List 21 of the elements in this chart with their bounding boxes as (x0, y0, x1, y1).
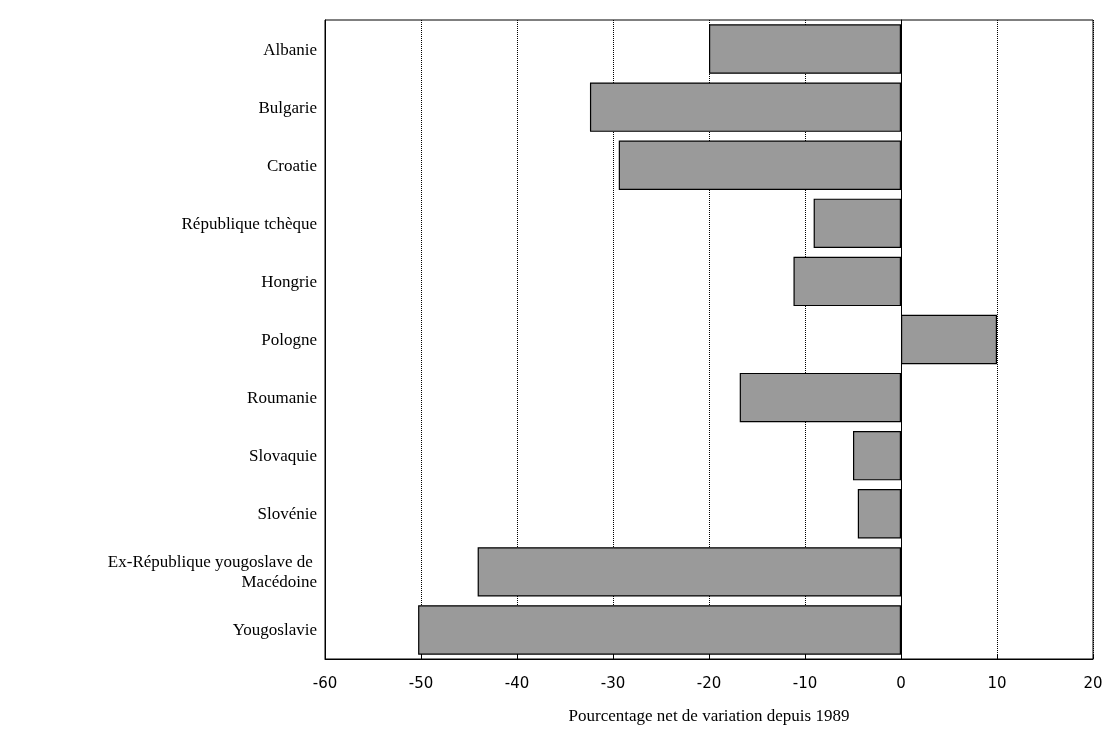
y-tick-label: République tchèque (181, 213, 317, 233)
y-tick-label: Hongrie (261, 271, 317, 291)
x-tick-label: 0 (896, 673, 906, 692)
x-tick-label: -60 (312, 673, 338, 692)
y-tick-label: Roumanie (247, 388, 317, 408)
x-tick-label: -30 (600, 673, 626, 692)
y-tick-label: Pologne (261, 330, 317, 349)
y-tick-label: Bulgarie (258, 97, 317, 117)
x-tick-label: -40 (504, 673, 530, 692)
y-tick-label: Slovénie (257, 504, 317, 524)
x-tick-label: -10 (792, 673, 818, 692)
y-tick-label: Slovaquie (249, 446, 317, 466)
x-tick-label: -50 (408, 673, 434, 692)
y-tick-label: Albanie (263, 39, 317, 59)
y-tick-label: Croatie (266, 155, 317, 175)
x-axis-title: Pourcentage net de variation depuis 1989 (568, 706, 850, 725)
x-tick-label: -20 (696, 673, 722, 692)
x-tick-label: 10 (987, 673, 1007, 692)
y-tick-label: Ex-République yougoslave de Macédoine (107, 552, 317, 592)
y-tick-label: Yougoslavie (232, 620, 317, 640)
x-tick-label: 20 (1083, 673, 1103, 692)
